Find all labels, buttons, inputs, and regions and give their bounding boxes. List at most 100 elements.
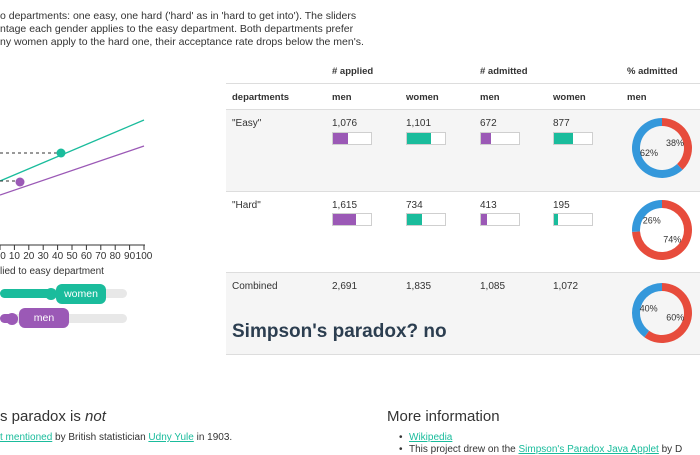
- combined-admitted-men: 1,085: [480, 281, 506, 292]
- wikipedia-link[interactable]: Wikipedia: [409, 432, 453, 443]
- men-slider-handle[interactable]: [6, 313, 18, 325]
- x-tick-label: 60: [81, 251, 93, 260]
- x-tick-label: 30: [38, 251, 50, 260]
- header-admitted: # admitted: [480, 66, 528, 77]
- hard-applied-men-bar: [332, 213, 372, 226]
- x-tick-label: 0: [0, 251, 6, 260]
- x-tick-label: 40: [52, 251, 64, 260]
- donut-blue-label: 26%: [643, 215, 661, 225]
- x-axis-label: lied to easy department: [0, 266, 104, 277]
- x-tick-label: 10: [9, 251, 21, 260]
- intro-line-2: ntage each gender applies to the easy de…: [0, 23, 354, 35]
- more-information-title: More information: [387, 408, 500, 425]
- easy-applied-men-bar-fill: [333, 133, 349, 144]
- row-name-easy: "Easy": [232, 118, 262, 129]
- col-departments: departments: [232, 92, 290, 103]
- history-text-2: in 1903.: [193, 432, 233, 443]
- row-divider-1: [226, 191, 700, 192]
- donut-blue-segment: [632, 200, 662, 232]
- hard-admitted-women: 195: [553, 200, 570, 211]
- header-applied: # applied: [332, 66, 374, 77]
- combined-applied-men: 2,691: [332, 281, 358, 292]
- easy-applied-women-bar-fill: [407, 133, 431, 144]
- women-slider-fill: [0, 289, 52, 298]
- easy-admitted-men: 672: [480, 118, 497, 129]
- easy-admitted-men-bar-fill: [481, 133, 491, 144]
- intro-line-1: o departments: one easy, one hard ('hard…: [0, 10, 357, 22]
- easy-admission-donut: 38% 62%: [632, 118, 692, 178]
- row-name-hard: "Hard": [232, 200, 261, 211]
- history-text-1: by British statistician: [52, 432, 149, 443]
- hard-admitted-men-bar-fill: [481, 214, 487, 225]
- easy-admitted-women-bar: [553, 132, 593, 145]
- hard-applied-men: 1,615: [332, 200, 358, 211]
- intro-line-3: ny women apply to the hard one, their ac…: [0, 36, 364, 48]
- women-slider-handle[interactable]: [45, 288, 57, 300]
- easy-applied-women-bar: [406, 132, 446, 145]
- hard-applied-women-bar: [406, 213, 446, 226]
- paradox-history-text: t mentioned by British statistician Udny…: [0, 432, 232, 443]
- combined-admission-donut: 60% 40%: [632, 283, 692, 343]
- udny-yule-link[interactable]: Udny Yule: [148, 432, 194, 443]
- col-admitted-men: men: [480, 92, 500, 103]
- x-tick-label: 80: [110, 251, 122, 260]
- donut-blue-segment: [632, 118, 683, 178]
- more-info-item-1: • Wikipedia: [399, 432, 453, 443]
- row-divider-2: [226, 272, 700, 273]
- hard-admitted-men-bar: [480, 213, 520, 226]
- hard-admitted-women-bar-fill: [554, 214, 558, 225]
- men-point: [15, 177, 25, 187]
- donut-red-segment: [644, 283, 692, 343]
- paradox-section-title: s paradox is not: [0, 408, 106, 425]
- hard-admitted-women-bar: [553, 213, 593, 226]
- row-name-combined: Combined: [232, 281, 278, 292]
- donut-blue-label: 40%: [640, 304, 658, 314]
- col-admitted-women: women: [553, 92, 586, 103]
- women-line: [0, 119, 145, 182]
- hard-applied-men-bar-fill: [333, 214, 356, 225]
- combined-admitted-women: 1,072: [553, 281, 579, 292]
- x-tick-label: 50: [66, 251, 78, 260]
- hard-applied-women: 734: [406, 200, 423, 211]
- table-bottom-border: [226, 354, 700, 355]
- x-tick-label: 100: [136, 251, 153, 260]
- easy-applied-women: 1,101: [406, 118, 432, 129]
- acceptance-line-chart: 0 10 20 30 40 50 60 70 80 90 100: [0, 119, 153, 260]
- combined-applied-women: 1,835: [406, 281, 432, 292]
- donut-blue-label: 62%: [640, 148, 658, 158]
- easy-admitted-women: 877: [553, 118, 570, 129]
- women-slider-label[interactable]: women: [56, 284, 106, 304]
- col-applied-women: women: [406, 92, 439, 103]
- donut-red-segment: [662, 118, 692, 170]
- hard-applied-women-bar-fill: [407, 214, 423, 225]
- women-point: [56, 148, 66, 158]
- x-tick-label: 90: [124, 251, 136, 260]
- simpsons-paradox-verdict: Simpson's paradox? no: [232, 321, 447, 342]
- subheader-divider: [226, 109, 700, 110]
- x-axis-ticks: 0 10 20 30 40 50 60 70 80 90 100: [0, 245, 153, 260]
- men-slider-label[interactable]: men: [19, 308, 69, 328]
- easy-applied-men: 1,076: [332, 118, 358, 129]
- x-tick-label: 70: [95, 251, 107, 260]
- header-pct-admitted: % admitted: [627, 66, 678, 77]
- easy-admitted-women-bar-fill: [554, 133, 573, 144]
- admissions-table: # applied # admitted % admitted departme…: [226, 56, 700, 356]
- table-row-combined: [226, 273, 700, 354]
- hard-admitted-men: 413: [480, 200, 497, 211]
- donut-red-label: 60%: [666, 312, 684, 322]
- x-tick-label: 20: [23, 251, 35, 260]
- intro-paragraph: o departments: one easy, one hard ('hard…: [0, 10, 380, 49]
- easy-admitted-men-bar: [480, 132, 520, 145]
- donut-red-label: 38%: [666, 138, 684, 148]
- table-row-easy: [226, 110, 700, 191]
- first-mentioned-link[interactable]: t mentioned: [0, 432, 53, 443]
- donut-blue-segment: [632, 283, 662, 338]
- donut-red-label: 74%: [663, 235, 681, 245]
- col-pct-men: men: [627, 92, 647, 103]
- col-applied-men: men: [332, 92, 352, 103]
- easy-applied-men-bar: [332, 132, 372, 145]
- header-divider: [226, 83, 700, 84]
- paradox-title-text: s paradox is: [0, 408, 86, 425]
- bullet-icon: •: [399, 432, 403, 443]
- paradox-title-emphasis: not: [85, 408, 106, 425]
